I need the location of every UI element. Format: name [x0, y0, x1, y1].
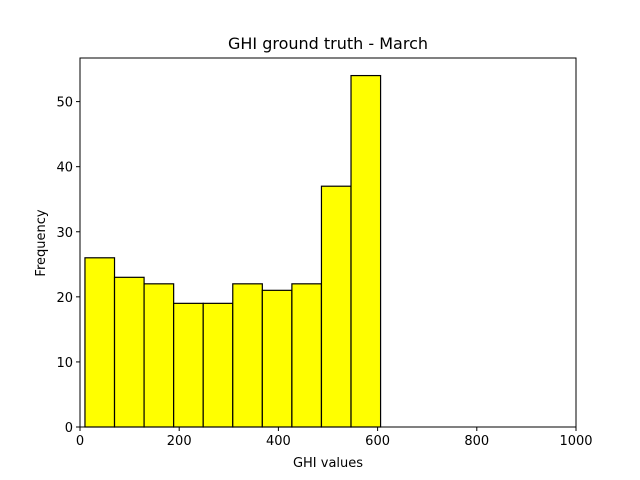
chart-title: GHI ground truth - March [228, 34, 428, 53]
histogram-bar [202, 302, 234, 428]
histogram-bar [320, 185, 352, 428]
x-tick-label: 0 [76, 434, 84, 449]
y-tick-label: 20 [56, 291, 73, 306]
histogram-bar [232, 283, 263, 428]
x-tick-label: 400 [266, 434, 291, 449]
histogram-bar [143, 283, 175, 428]
x-axis-label: GHI values [293, 456, 363, 471]
histogram-bar [350, 74, 382, 428]
y-tick-label: 40 [56, 161, 73, 176]
histogram-bar [173, 302, 204, 428]
histogram-bar [84, 257, 116, 428]
histogram-bar [261, 289, 293, 428]
axes-frame [79, 57, 577, 428]
x-tick-label: 600 [365, 434, 390, 449]
histogram-bar [113, 276, 145, 428]
x-tick-label: 1000 [559, 434, 592, 449]
y-tick-label: 30 [56, 226, 73, 241]
plot-area: 0 200 400 600 800 1000 0 10 20 30 40 50 [56, 57, 593, 449]
x-tick-label: 200 [167, 434, 192, 449]
histogram-bar [291, 283, 323, 428]
y-tick-label: 0 [65, 421, 73, 436]
y-axis-label: Frequency [34, 209, 49, 276]
x-tick-label: 800 [464, 434, 489, 449]
y-tick-label: 10 [56, 356, 73, 371]
y-tick-label: 50 [56, 96, 73, 111]
